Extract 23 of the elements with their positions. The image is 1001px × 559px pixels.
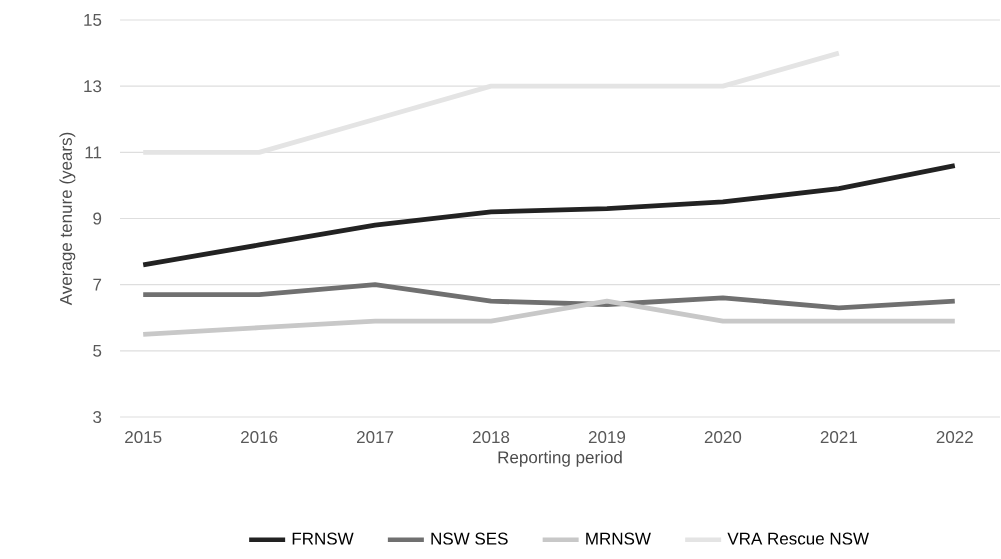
x-axis-title: Reporting period [498, 450, 622, 467]
y-tick-label: 9 [93, 212, 102, 225]
legend-label: FRNSW [292, 532, 354, 545]
y-tick-label: 3 [93, 411, 102, 424]
y-axis-title: Average tenure (years) [59, 132, 76, 306]
x-tick-label: 2020 [704, 431, 742, 444]
legend-label: MRNSW [586, 532, 651, 545]
y-tick-label: 7 [93, 278, 102, 291]
x-tick-label: 2019 [588, 431, 626, 444]
legend-label: NSW SES [431, 532, 508, 545]
y-tick-label: 5 [93, 344, 102, 357]
x-tick-label: 2022 [936, 431, 973, 444]
y-tick-label: 15 [84, 14, 102, 26]
x-tick-label: 2017 [357, 431, 394, 444]
legend-label: VRA Rescue NSW [727, 532, 869, 545]
x-tick-label: 2016 [241, 431, 278, 444]
line-series [140, 282, 958, 311]
line-series [140, 163, 958, 268]
x-tick-label: 2015 [125, 431, 162, 444]
x-tick-label: 2018 [472, 431, 510, 444]
y-tick-label: 11 [85, 146, 102, 159]
y-tick-label: 13 [84, 80, 102, 93]
x-tick-label: 2021 [820, 431, 857, 444]
